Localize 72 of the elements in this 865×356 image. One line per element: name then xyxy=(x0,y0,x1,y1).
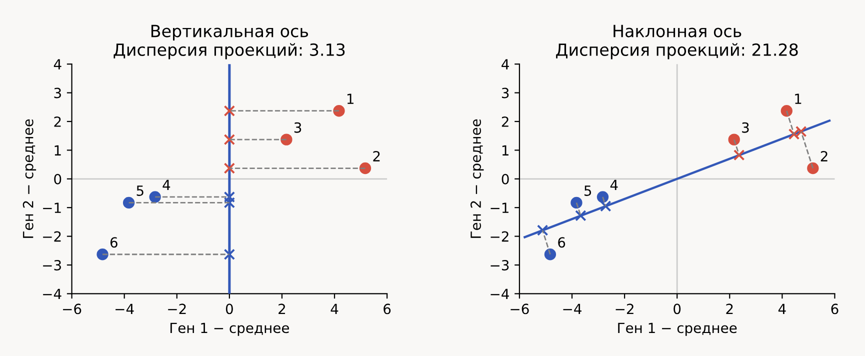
y-tick-label: 1 xyxy=(502,145,508,156)
x-tick-label: −2 xyxy=(616,304,634,314)
chart-title: Вертикальная ось Дисперсия проекций: 3.13 xyxy=(114,24,345,60)
x-tick-label: 0 xyxy=(674,304,681,314)
x-tick-label: 6 xyxy=(384,304,391,314)
point xyxy=(596,191,609,203)
point xyxy=(575,210,586,222)
x-axis-title: Ген 1 − среднее xyxy=(170,322,289,336)
point xyxy=(333,105,345,117)
annotation: 2 xyxy=(820,151,828,162)
point xyxy=(224,134,236,146)
x-tick-label: 6 xyxy=(831,304,838,314)
y-tick-label: −1 xyxy=(43,202,61,213)
point xyxy=(728,134,740,146)
x-tick-label: 4 xyxy=(330,304,338,314)
annotation: 5 xyxy=(584,186,592,196)
x-axis-title: Ген 1 − среднее xyxy=(618,322,737,336)
point xyxy=(600,200,612,212)
y-tick-label: 0 xyxy=(54,174,62,184)
y-axis-title: Ген 2 − среднее xyxy=(470,119,484,238)
y-axis-title: Ген 2 − среднее xyxy=(22,119,36,238)
annotation: 5 xyxy=(136,186,144,196)
annotation: 4 xyxy=(610,180,618,190)
y-tick-label: 2 xyxy=(502,116,508,127)
point xyxy=(224,191,236,203)
point xyxy=(122,196,135,209)
annotation: 6 xyxy=(558,237,566,248)
x-tick-label: 2 xyxy=(278,304,285,314)
x-tick-label: −2 xyxy=(168,304,186,314)
annotation: 2 xyxy=(373,151,380,162)
x-tick-label: −4 xyxy=(563,304,582,314)
y-tick-label: 4 xyxy=(54,59,62,70)
annotation: 6 xyxy=(110,237,118,248)
y-tick-label: −2 xyxy=(43,231,61,242)
y-tick-label: 0 xyxy=(502,174,509,184)
y-tick-label: 1 xyxy=(54,145,61,156)
y-tick-label: −2 xyxy=(490,231,508,242)
point xyxy=(224,248,236,260)
x-tick-label: −4 xyxy=(116,304,134,314)
point xyxy=(96,248,108,260)
y-tick-label: 3 xyxy=(54,88,61,98)
point xyxy=(224,197,236,208)
point xyxy=(536,224,548,236)
point xyxy=(807,162,819,174)
x-tick-label: 2 xyxy=(726,304,733,314)
y-tick-label: −4 xyxy=(490,288,509,299)
x-tick-label: 4 xyxy=(778,304,786,314)
annotation: 3 xyxy=(742,122,749,133)
annotation: 1 xyxy=(347,94,354,104)
annotation: 4 xyxy=(162,180,170,190)
annotation: 1 xyxy=(795,94,802,104)
point xyxy=(224,162,236,174)
point xyxy=(280,134,292,146)
y-tick-label: −3 xyxy=(43,260,61,270)
y-tick-label: −3 xyxy=(490,260,509,270)
x-tick-label: −6 xyxy=(63,304,82,314)
point xyxy=(544,248,556,260)
y-tick-label: −1 xyxy=(490,202,508,213)
x-tick-label: −6 xyxy=(510,304,529,314)
chart-title: Наклонная ось Дисперсия проекций: 21.28 xyxy=(556,24,798,60)
point xyxy=(359,162,372,174)
y-tick-label: 3 xyxy=(502,88,509,98)
point xyxy=(780,105,792,117)
x-tick-label: 0 xyxy=(226,304,233,314)
y-tick-label: −4 xyxy=(43,288,62,299)
point xyxy=(570,196,582,209)
y-tick-label: 2 xyxy=(54,116,61,127)
point xyxy=(224,105,236,116)
point xyxy=(149,191,161,203)
annotation: 3 xyxy=(294,122,302,133)
point xyxy=(733,149,745,161)
y-tick-label: 4 xyxy=(502,59,509,70)
